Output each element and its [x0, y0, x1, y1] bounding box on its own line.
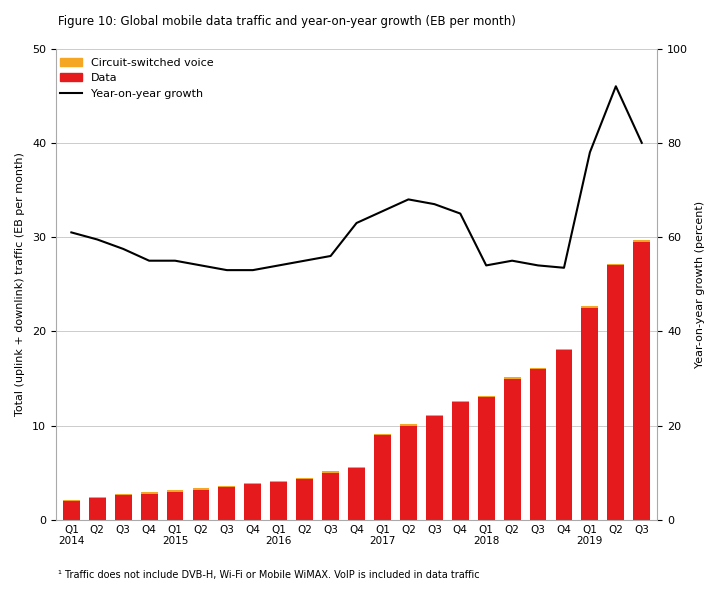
Bar [323, 473, 339, 520]
Bar [244, 483, 261, 484]
Bar [192, 490, 210, 520]
Bar [166, 491, 184, 492]
Bar [400, 424, 417, 426]
Bar [608, 264, 624, 265]
Bar [400, 426, 417, 520]
Bar [63, 500, 80, 501]
Bar [452, 401, 469, 402]
Text: Figure 10: Global mobile data traffic and year-on-year growth (EB per month): Figure 10: Global mobile data traffic an… [58, 15, 516, 28]
Legend: Circuit-switched voice, Data, Year-on-year growth: Circuit-switched voice, Data, Year-on-ye… [55, 53, 218, 103]
Bar [296, 478, 313, 479]
Bar [192, 488, 210, 490]
Bar [556, 349, 572, 350]
Bar [296, 479, 313, 520]
Bar [452, 402, 469, 520]
Bar [270, 481, 287, 482]
Bar [218, 486, 235, 487]
Bar [374, 435, 391, 520]
Bar [426, 416, 443, 520]
Bar [270, 482, 287, 520]
Bar [530, 368, 546, 369]
Bar [374, 434, 391, 435]
Bar [426, 415, 443, 416]
Bar [348, 467, 365, 468]
Bar [582, 306, 598, 308]
Bar [323, 472, 339, 473]
Bar [504, 379, 521, 520]
Bar [89, 498, 106, 520]
Bar [478, 397, 495, 520]
Bar [556, 350, 572, 520]
Y-axis label: Year-on-year growth (percent): Year-on-year growth (percent) [695, 201, 705, 368]
Bar [89, 497, 106, 498]
Bar [140, 493, 158, 520]
Bar [114, 494, 132, 495]
Bar [504, 377, 521, 379]
Bar [114, 495, 132, 520]
Bar [478, 396, 495, 397]
Bar [608, 265, 624, 520]
Bar [166, 492, 184, 520]
Bar [63, 501, 80, 520]
Bar [530, 369, 546, 520]
Bar [140, 492, 158, 493]
Bar [218, 487, 235, 520]
Bar [634, 242, 650, 520]
Text: ¹ Traffic does not include DVB-H, Wi-Fi or Mobile WiMAX. VoIP is included in dat: ¹ Traffic does not include DVB-H, Wi-Fi … [58, 570, 480, 580]
Bar [244, 484, 261, 520]
Bar [582, 308, 598, 520]
Bar [634, 241, 650, 242]
Bar [348, 468, 365, 520]
Y-axis label: Total (uplink + downlink) traffic (EB per month): Total (uplink + downlink) traffic (EB pe… [15, 152, 25, 416]
